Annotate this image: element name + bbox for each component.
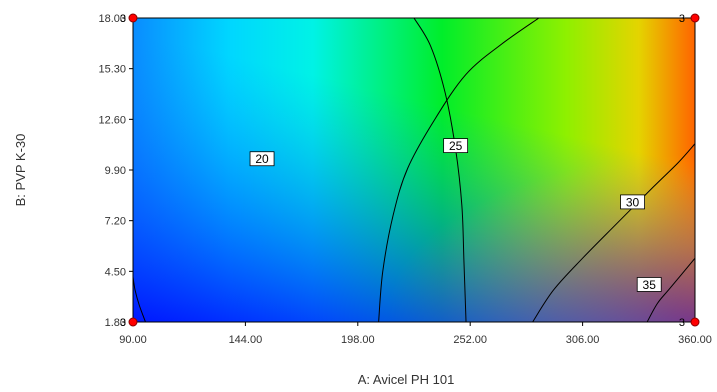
design-point-count: 3: [679, 13, 685, 25]
contour-label-text: 25: [449, 139, 463, 153]
contour-label-text: 35: [643, 278, 657, 292]
contour-label-box: [443, 138, 469, 154]
y-tick-label: 18.00: [98, 13, 126, 25]
design-point-count: 3: [120, 13, 126, 25]
x-tick-label: 90.00: [119, 334, 147, 346]
design-point-marker: [690, 13, 700, 23]
y-tick-label: 15.30: [98, 64, 126, 76]
contour-label-20: 20: [249, 151, 275, 167]
design-point-count: 3: [679, 317, 685, 329]
y-tick-label: 12.60: [98, 114, 126, 126]
contour-label-box: [620, 194, 645, 210]
x-axis-title: A: Avicel PH 101: [358, 372, 455, 387]
x-axis-ticks: 90.00 144.00 198.00 252.00 306.00 360.00: [119, 322, 712, 346]
design-point-count: 3: [120, 317, 126, 329]
x-tick-label: 144.00: [229, 334, 263, 346]
surface-low-region: [133, 18, 695, 322]
design-point: 3: [679, 13, 700, 25]
contour-line-30: [532, 143, 695, 322]
contour-label-box: [636, 277, 662, 292]
contour-line-25: [378, 18, 540, 322]
design-point: 3: [120, 13, 138, 25]
x-tick-label: 306.00: [566, 334, 600, 346]
y-tick-label: 1.80: [105, 317, 126, 329]
contour-line: [133, 276, 146, 322]
y-tick-label: 4.50: [105, 266, 126, 278]
design-point: 3: [120, 317, 138, 329]
contour-label-30: 30: [620, 194, 645, 210]
response-surface-fill: [133, 18, 695, 322]
y-axis-title: B: PVP K-30: [13, 134, 28, 207]
design-points: 3 3 3 3: [120, 13, 700, 329]
contour-label-35: 35: [636, 277, 662, 292]
y-tick-label: 9.90: [105, 165, 126, 177]
y-axis-ticks: 1.80 4.50 7.20 9.90 12.60 15.30 18.00: [98, 13, 133, 329]
contour-line-35: [646, 257, 695, 322]
contour-label-text: 20: [255, 152, 269, 166]
y-tick-label: 7.20: [105, 216, 126, 228]
x-tick-label: 360.00: [678, 334, 712, 346]
x-tick-label: 252.00: [453, 334, 487, 346]
design-point: 3: [679, 317, 700, 329]
contour-label-box: [249, 151, 275, 167]
x-tick-label: 198.00: [341, 334, 375, 346]
design-point-marker: [690, 317, 700, 327]
contour-label-25: 25: [443, 138, 469, 154]
design-point-marker: [128, 317, 138, 327]
contour-label-text: 30: [626, 195, 640, 209]
contour-labels: 20 25 30 35: [249, 138, 662, 292]
design-point-marker: [128, 13, 138, 23]
